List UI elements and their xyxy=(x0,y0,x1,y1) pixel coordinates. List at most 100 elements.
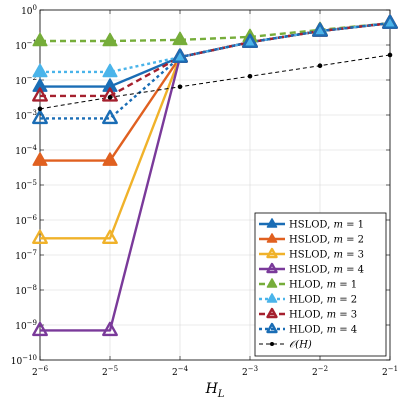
data-point xyxy=(266,218,278,228)
data-point xyxy=(32,63,48,78)
x-tick-label: 2−1 xyxy=(382,365,398,378)
legend-entry-label: HLOD, m = 2 xyxy=(289,295,357,306)
y-tick-base: 10 xyxy=(15,182,27,192)
y-tick-base: 10 xyxy=(11,357,23,367)
legend-entry-label: HSLOD, m = 4 xyxy=(289,265,364,276)
x-tick-exp: −1 xyxy=(388,365,398,373)
y-tick-exp: −1 xyxy=(27,39,37,47)
x-tick-label: 2−6 xyxy=(32,365,49,378)
data-point xyxy=(247,73,253,79)
legend-entry-value: = 2 xyxy=(343,235,364,246)
y-tick-exp: −4 xyxy=(27,144,38,152)
legend-entry-value: = 3 xyxy=(343,250,364,261)
y-tick-label: 10−5 xyxy=(15,179,37,192)
y-tick-label: 10−2 xyxy=(15,74,37,87)
x-axis-label-sub: L xyxy=(217,389,225,400)
data-point xyxy=(266,322,278,334)
data-point xyxy=(172,48,188,63)
legend-entry-var: m xyxy=(327,295,336,306)
legend-entry-value: = 1 xyxy=(336,280,357,291)
data-point xyxy=(32,152,48,166)
series-line xyxy=(40,21,391,88)
data-point xyxy=(32,109,48,125)
x-tick-exp: −4 xyxy=(178,365,189,373)
x-tick-exp: −6 xyxy=(38,365,49,373)
y-tick-base: 10 xyxy=(15,112,27,122)
y-tick-exp: −5 xyxy=(27,179,37,187)
y-tick-base: 10 xyxy=(21,7,33,17)
legend-entry-label: HLOD, m = 3 xyxy=(289,310,357,321)
data-point xyxy=(266,293,278,303)
legend-entry-var: m xyxy=(327,280,336,291)
y-tick-label: 10−6 xyxy=(15,214,37,227)
y-tick-exp: 0 xyxy=(33,4,37,12)
data-point xyxy=(102,78,118,92)
data-point xyxy=(32,78,48,92)
data-point xyxy=(37,106,43,112)
legend-entry-prefix: HLOD, xyxy=(289,325,327,336)
data-point xyxy=(102,152,118,166)
legend-entry-var: m xyxy=(333,220,342,231)
series-line xyxy=(40,21,391,240)
data-point xyxy=(102,321,118,337)
legend-entry-var: m xyxy=(333,265,342,276)
x-tick-exp: −5 xyxy=(108,365,118,373)
x-tick-label: 2−4 xyxy=(172,365,189,378)
legend-entry-label: 𝒪(H) xyxy=(289,340,312,351)
data-point xyxy=(312,22,328,37)
y-tick-base: 10 xyxy=(15,42,27,52)
legend-entry-var: 𝒪(H) xyxy=(289,340,312,351)
x-tick-base: 2 xyxy=(32,368,38,378)
x-tick-base: 2 xyxy=(382,368,388,378)
data-point xyxy=(102,32,118,47)
legend-entry-label: HSLOD, m = 3 xyxy=(289,250,364,261)
data-point xyxy=(107,95,113,100)
y-tick-label: 10−1 xyxy=(15,39,37,52)
x-tick-label: 2−5 xyxy=(102,365,118,378)
x-tick-base: 2 xyxy=(242,368,248,378)
x-tick-exp: −3 xyxy=(248,365,258,373)
legend-entry-label: HSLOD, m = 2 xyxy=(289,235,364,246)
data-point xyxy=(382,14,398,29)
x-axis-label-base: H xyxy=(205,381,219,397)
x-tick-base: 2 xyxy=(312,368,318,378)
y-tick-label: 10−10 xyxy=(11,354,37,367)
legend-entry-prefix: HLOD, xyxy=(289,310,327,321)
y-tick-exp: −3 xyxy=(27,109,37,117)
y-tick-label: 10−9 xyxy=(15,319,37,332)
legend-entry-prefix: HSLOD, xyxy=(289,220,333,231)
legend-entry-value: = 1 xyxy=(343,220,364,231)
y-tick-label: 10−7 xyxy=(15,249,37,262)
legend-entry-prefix: HSLOD, xyxy=(289,235,333,246)
legend-entry-var: m xyxy=(333,250,342,261)
series-line xyxy=(39,54,391,110)
data-point xyxy=(177,84,183,90)
data-point xyxy=(32,32,48,47)
legend-entry-var: m xyxy=(327,325,336,336)
y-tick-label: 100 xyxy=(21,4,37,17)
data-point xyxy=(266,278,278,288)
series-line xyxy=(40,21,391,98)
y-tick-exp: −8 xyxy=(27,284,37,292)
legend-entry-value: = 2 xyxy=(336,295,357,306)
y-tick-exp: −2 xyxy=(27,74,37,82)
data-point xyxy=(172,31,188,46)
series-line xyxy=(40,21,391,43)
series-line xyxy=(40,21,391,120)
axes: 2−6 2−5 2−4 2−3 2−2 2−110−1010−910−810−710−61… xyxy=(11,4,398,378)
data-point xyxy=(266,307,278,319)
data-point xyxy=(32,87,48,102)
legend-entry-prefix: HLOD, xyxy=(289,280,327,291)
legend-entry-prefix: HSLOD, xyxy=(289,250,333,261)
legend-entry-label: HLOD, m = 1 xyxy=(289,280,357,291)
legend-entry-var: m xyxy=(327,310,336,321)
data-point xyxy=(317,63,323,69)
y-tick-exp: −9 xyxy=(27,319,37,327)
x-tick-base: 2 xyxy=(102,368,108,378)
y-tick-label: 10−3 xyxy=(15,109,37,122)
y-tick-exp: −6 xyxy=(27,214,38,222)
y-tick-base: 10 xyxy=(15,287,27,297)
y-tick-base: 10 xyxy=(15,217,27,227)
